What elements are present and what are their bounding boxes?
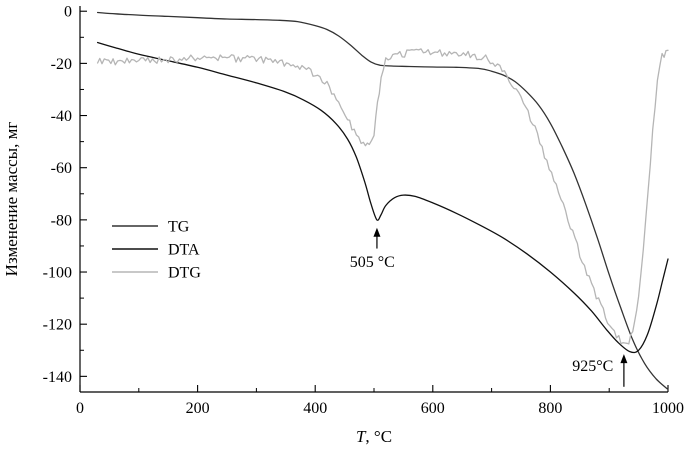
x-tick-label: 400 <box>303 400 327 417</box>
x-tick-label: 600 <box>421 400 445 417</box>
legend-label-dtg: DTG <box>168 265 201 282</box>
annotation-2: 925°C <box>572 354 628 387</box>
annotation-label: 925°C <box>572 358 613 375</box>
y-tick-label: -80 <box>51 212 72 229</box>
legend-item-dtg: DTG <box>112 265 201 282</box>
y-tick-label: -100 <box>43 265 72 282</box>
y-tick-label: -40 <box>51 108 72 125</box>
y-axis-title: Изменение массы, мг <box>2 122 21 277</box>
y-tick-label: -20 <box>51 56 72 73</box>
x-tick-label: 0 <box>76 400 84 417</box>
series-dta-curve <box>96 41 669 354</box>
annotation-arrow-head <box>373 227 381 237</box>
annotation-label: 505 °C <box>350 254 395 271</box>
y-tick-label: -60 <box>51 160 72 177</box>
legend-item-tg: TG <box>112 219 190 236</box>
legend-item-dta: DTA <box>112 242 200 259</box>
x-tick-label: 1000 <box>652 400 684 417</box>
x-axis-title: T, °C <box>356 427 392 446</box>
x-tick-label: 200 <box>186 400 210 417</box>
legend-label-tg: TG <box>168 219 190 236</box>
y-tick-label: -120 <box>43 317 72 334</box>
annotation-1: 505 °C <box>350 227 395 271</box>
y-tick-label: -140 <box>43 369 72 386</box>
y-tick-label: 0 <box>64 4 72 21</box>
legend-label-dta: DTA <box>168 242 200 259</box>
annotation-arrow-head <box>620 354 628 364</box>
series-tg-curve <box>96 11 669 391</box>
x-tick-label: 800 <box>538 400 562 417</box>
series-dtg-curve <box>96 48 669 345</box>
